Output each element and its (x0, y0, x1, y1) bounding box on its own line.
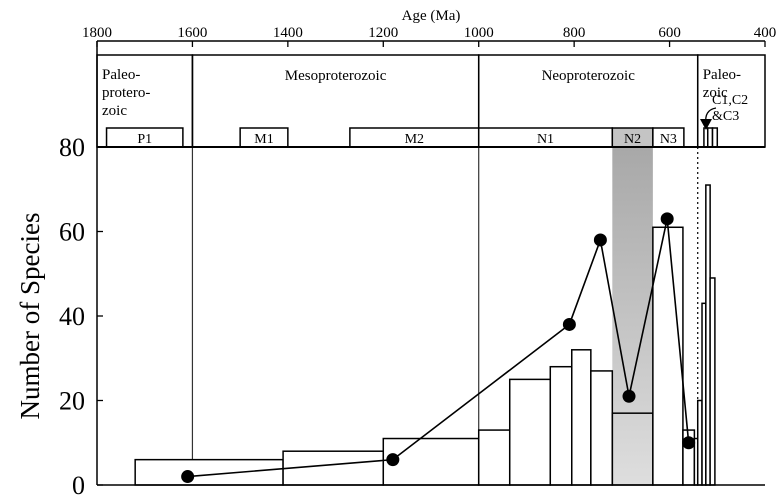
era-label: Mesoproterozoic (285, 68, 387, 84)
cambrian-label: C1,C2 (712, 93, 748, 108)
data-point (622, 389, 636, 403)
era-label: Neoproterozoic (542, 68, 636, 84)
histogram-bar (590, 370, 614, 486)
y-axis-tick-label: 40 (59, 302, 85, 331)
histogram-bar (508, 378, 552, 486)
histogram-bar (709, 277, 716, 486)
cambrian-label: &C3 (712, 109, 739, 124)
data-point (562, 317, 576, 331)
era-label: protero- (102, 85, 150, 101)
interval-box-c3 (711, 127, 719, 148)
y-axis-tick-label: 80 (59, 133, 85, 162)
era-label: Paleo- (102, 67, 140, 83)
cambrian-arrow-head (700, 119, 712, 130)
data-point (181, 470, 195, 484)
top-axis-tick-label: 600 (658, 25, 681, 41)
histogram-bar (477, 429, 511, 486)
data-point (593, 233, 607, 247)
top-axis-tick-label: 1200 (368, 25, 398, 41)
histogram-bar (549, 365, 573, 486)
interval-label: N3 (660, 132, 677, 147)
interval-label: P1 (137, 132, 152, 147)
era-label: Paleo- (703, 67, 741, 83)
top-axis-tick-label: 1000 (464, 25, 494, 41)
interval-label: N1 (537, 132, 554, 147)
data-point (660, 212, 674, 226)
era-label: zoic (703, 85, 728, 101)
y-axis-tick-label: 60 (59, 218, 85, 247)
data-point (682, 436, 696, 450)
top-axis-title: Age (Ma) (402, 8, 461, 24)
era-label: zoic (102, 103, 127, 119)
top-axis-tick-label: 800 (563, 25, 586, 41)
interval-label: M1 (254, 132, 273, 147)
y-axis-tick-label: 0 (72, 471, 85, 497)
histogram-bar (134, 458, 284, 486)
y-axis-title: Number of Species (15, 213, 45, 420)
top-axis-tick-label: 1800 (82, 25, 112, 41)
data-point (386, 453, 400, 467)
top-axis-tick-label: 400 (754, 25, 777, 41)
interval-label: M2 (405, 132, 424, 147)
histogram-bar (652, 226, 684, 486)
top-axis-tick-label: 1600 (177, 25, 207, 41)
histogram-bar (571, 349, 592, 486)
interval-label: N2 (624, 132, 641, 147)
y-axis-tick-label: 20 (59, 387, 85, 416)
top-axis-tick-label: 1400 (273, 25, 303, 41)
